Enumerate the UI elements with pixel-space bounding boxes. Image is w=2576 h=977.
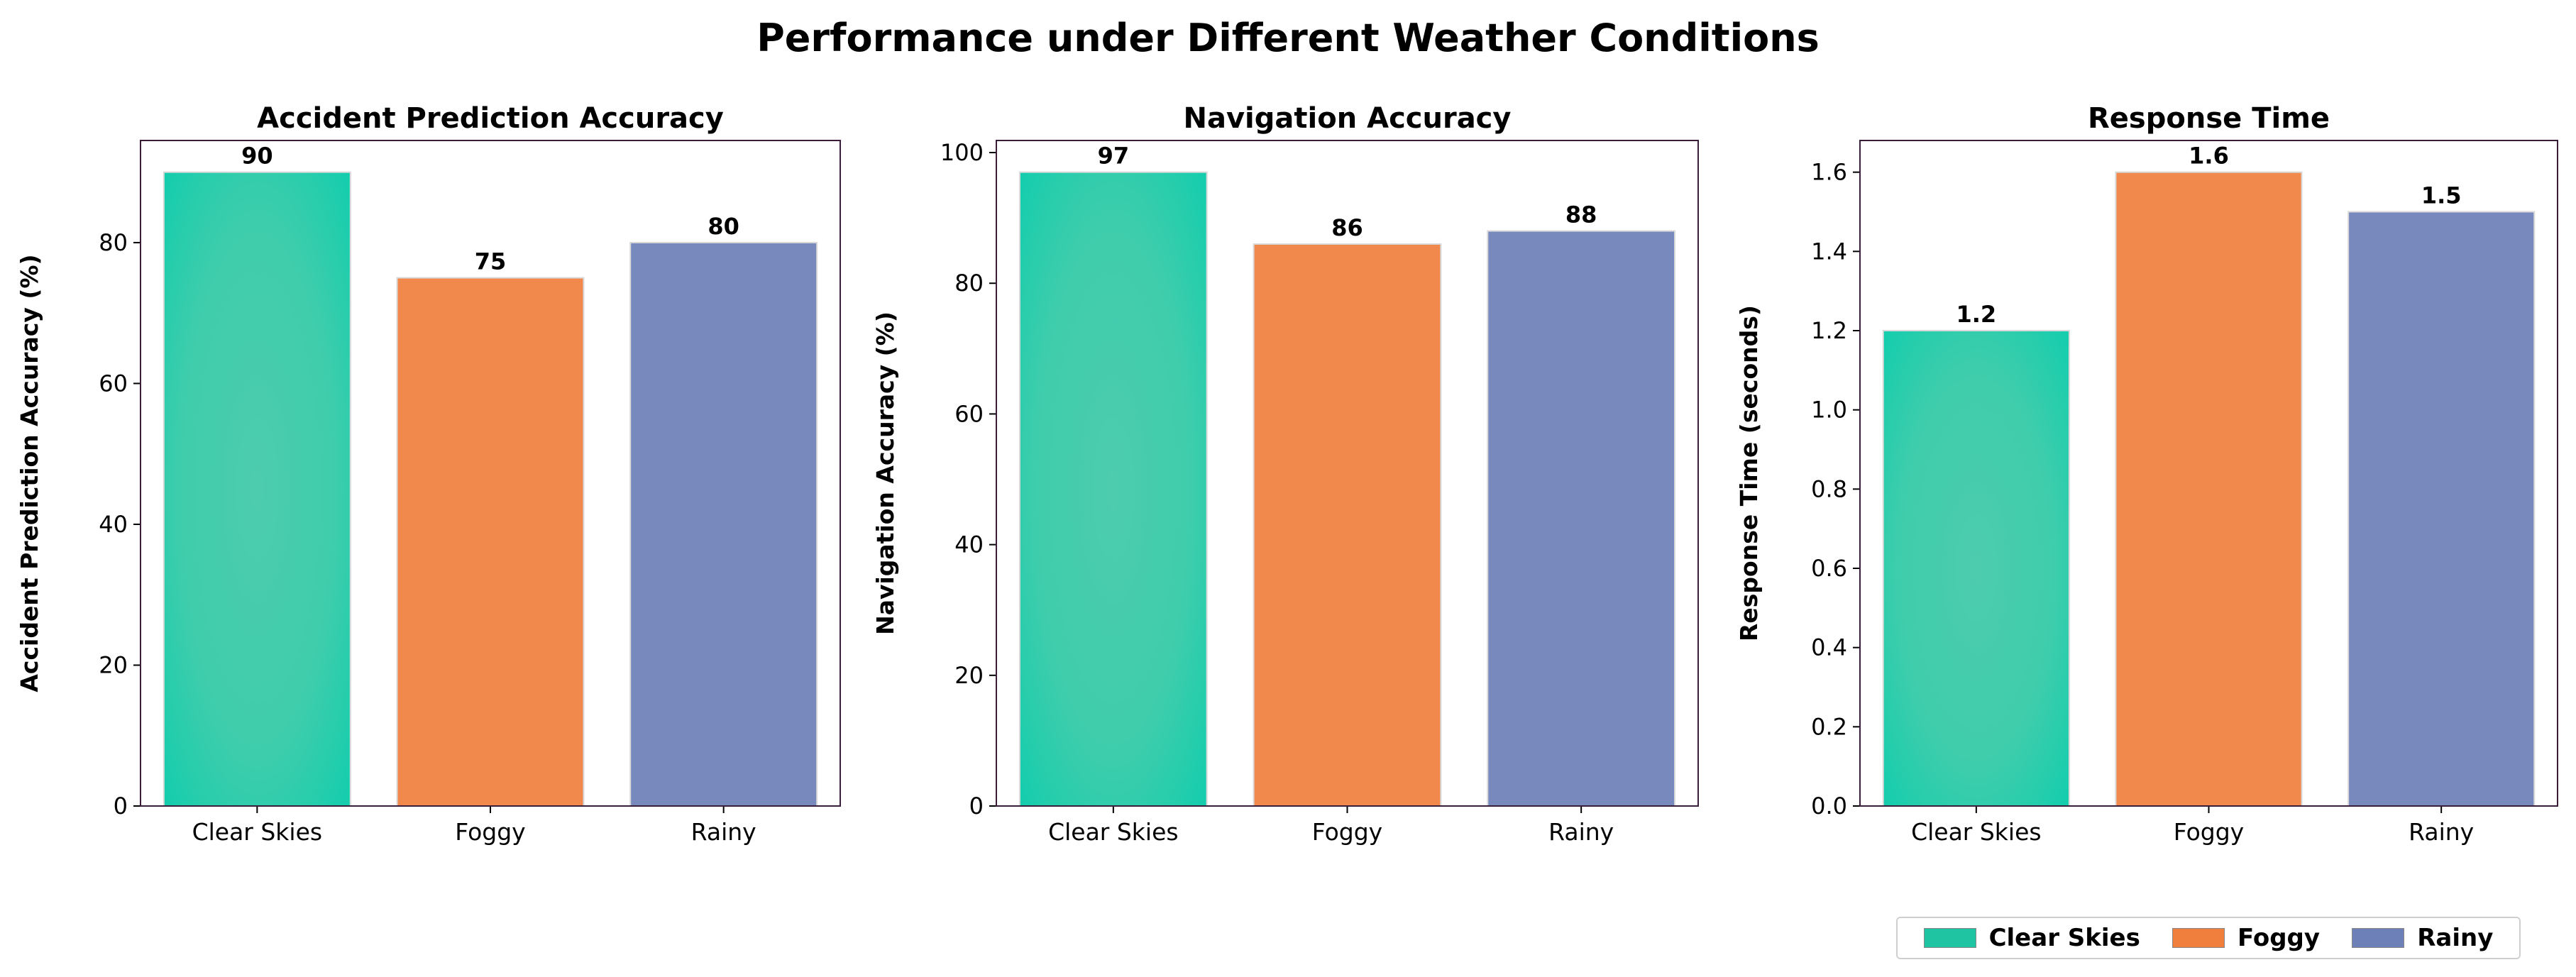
panel-1-xtick-label-clear-skies: Clear Skies xyxy=(192,818,323,846)
panel-2-value-label-foggy: 86 xyxy=(1331,214,1363,241)
panel-2-ytick-label: 60 xyxy=(954,400,984,427)
panel-2-ytick-label: 100 xyxy=(940,139,984,166)
panel-2-bar-foggy xyxy=(1253,243,1442,807)
legend: Clear Skies Foggy Rainy xyxy=(1896,917,2521,959)
panel-2-bar-rainy xyxy=(1487,230,1676,807)
panel-3-ytick-label: 0.2 xyxy=(1811,713,1847,740)
panel-2-xtick-label-rainy: Rainy xyxy=(1548,818,1614,846)
panel-1-xtick-label-foggy: Foggy xyxy=(455,818,525,846)
panel-3-title: Response Time xyxy=(2088,102,2330,135)
panel-3-ytick-label: 0.4 xyxy=(1811,634,1847,661)
panel-2-xtick-label-clear-skies: Clear Skies xyxy=(1048,818,1179,846)
panel-1-bar-rainy xyxy=(629,241,818,807)
panel-3-value-label-rainy: 1.5 xyxy=(2421,182,2462,209)
panel-2-ytick-label: 20 xyxy=(954,662,984,689)
panel-2-value-label-rainy: 88 xyxy=(1565,202,1597,228)
panel-3-ytick-label: 1.0 xyxy=(1811,397,1847,424)
panel-3-ytick-label: 0.0 xyxy=(1811,793,1847,819)
panel-1-title: Accident Prediction Accuracy xyxy=(257,102,724,135)
panel-3-ytick-label: 1.4 xyxy=(1811,238,1847,265)
panel-1-ytick-label: 40 xyxy=(99,511,128,538)
panel-1-ytick-label: 20 xyxy=(99,651,128,678)
panel-3-axes-frame xyxy=(1859,140,2558,807)
legend-label-rainy: Rainy xyxy=(2417,924,2494,952)
panel-3-value-label-foggy: 1.6 xyxy=(2189,143,2229,170)
legend-swatch-foggy xyxy=(2172,928,2225,948)
legend-item-rainy: Rainy xyxy=(2352,924,2493,952)
panel-3-bar-clear-skies xyxy=(1882,330,2070,807)
panel-3-ytick-label: 0.6 xyxy=(1811,555,1847,582)
panel-3-value-label-clear-skies: 1.2 xyxy=(1956,301,1996,328)
panel-1-ytick-label: 60 xyxy=(99,370,128,397)
panel-1-bar-foggy xyxy=(396,277,585,807)
panel-3-xtick-label-clear-skies: Clear Skies xyxy=(1911,818,2042,846)
legend-label-clear-skies: Clear Skies xyxy=(1988,924,2140,952)
legend-item-clear-skies: Clear Skies xyxy=(1923,924,2140,952)
panel-1-value-label-rainy: 80 xyxy=(708,213,739,240)
panel-2-ytick-label: 80 xyxy=(954,270,984,297)
panel-2-bar-clear-skies xyxy=(1018,171,1208,807)
panel-1-value-label-foggy: 75 xyxy=(475,248,507,275)
panel-3-ytick-label: 1.2 xyxy=(1811,317,1847,344)
panel-1-axes-frame xyxy=(140,140,841,807)
panel-2-axes-frame xyxy=(996,140,1699,807)
panel-1-bar-clear-skies xyxy=(163,171,351,807)
panel-2-ylabel: Navigation Accuracy (%) xyxy=(871,311,899,635)
panel-3-xtick-label-rainy: Rainy xyxy=(2409,818,2474,846)
panel-1-ylabel: Accident Prediction Accuracy (%) xyxy=(16,254,43,692)
panel-3-bar-foggy xyxy=(2115,171,2303,807)
legend-swatch-clear-skies xyxy=(1923,928,1976,948)
panel-3-bar-rainy xyxy=(2347,211,2536,807)
panel-2-ytick-label: 0 xyxy=(969,793,984,819)
legend-item-foggy: Foggy xyxy=(2172,924,2320,952)
panel-2-title: Navigation Accuracy xyxy=(1184,102,1512,135)
figure-title: Performance under Different Weather Cond… xyxy=(756,16,1820,60)
panel-3-ytick-label: 1.6 xyxy=(1811,159,1847,186)
panel-1-value-label-clear-skies: 90 xyxy=(241,143,273,170)
legend-label-foggy: Foggy xyxy=(2238,924,2321,952)
panel-1-ytick-label: 80 xyxy=(99,229,128,256)
legend-swatch-rainy xyxy=(2352,928,2405,948)
panel-3-xtick-label-foggy: Foggy xyxy=(2174,818,2244,846)
panel-3-ylabel: Response Time (seconds) xyxy=(1735,305,1763,641)
panel-2-value-label-clear-skies: 97 xyxy=(1098,143,1130,170)
panel-2-ytick-label: 40 xyxy=(954,531,984,558)
panel-2-xtick-label-foggy: Foggy xyxy=(1312,818,1382,846)
panel-1-ytick-label: 0 xyxy=(114,793,128,819)
panel-1-xtick-label-rainy: Rainy xyxy=(691,818,756,846)
panel-3-ytick-label: 0.8 xyxy=(1811,475,1847,502)
